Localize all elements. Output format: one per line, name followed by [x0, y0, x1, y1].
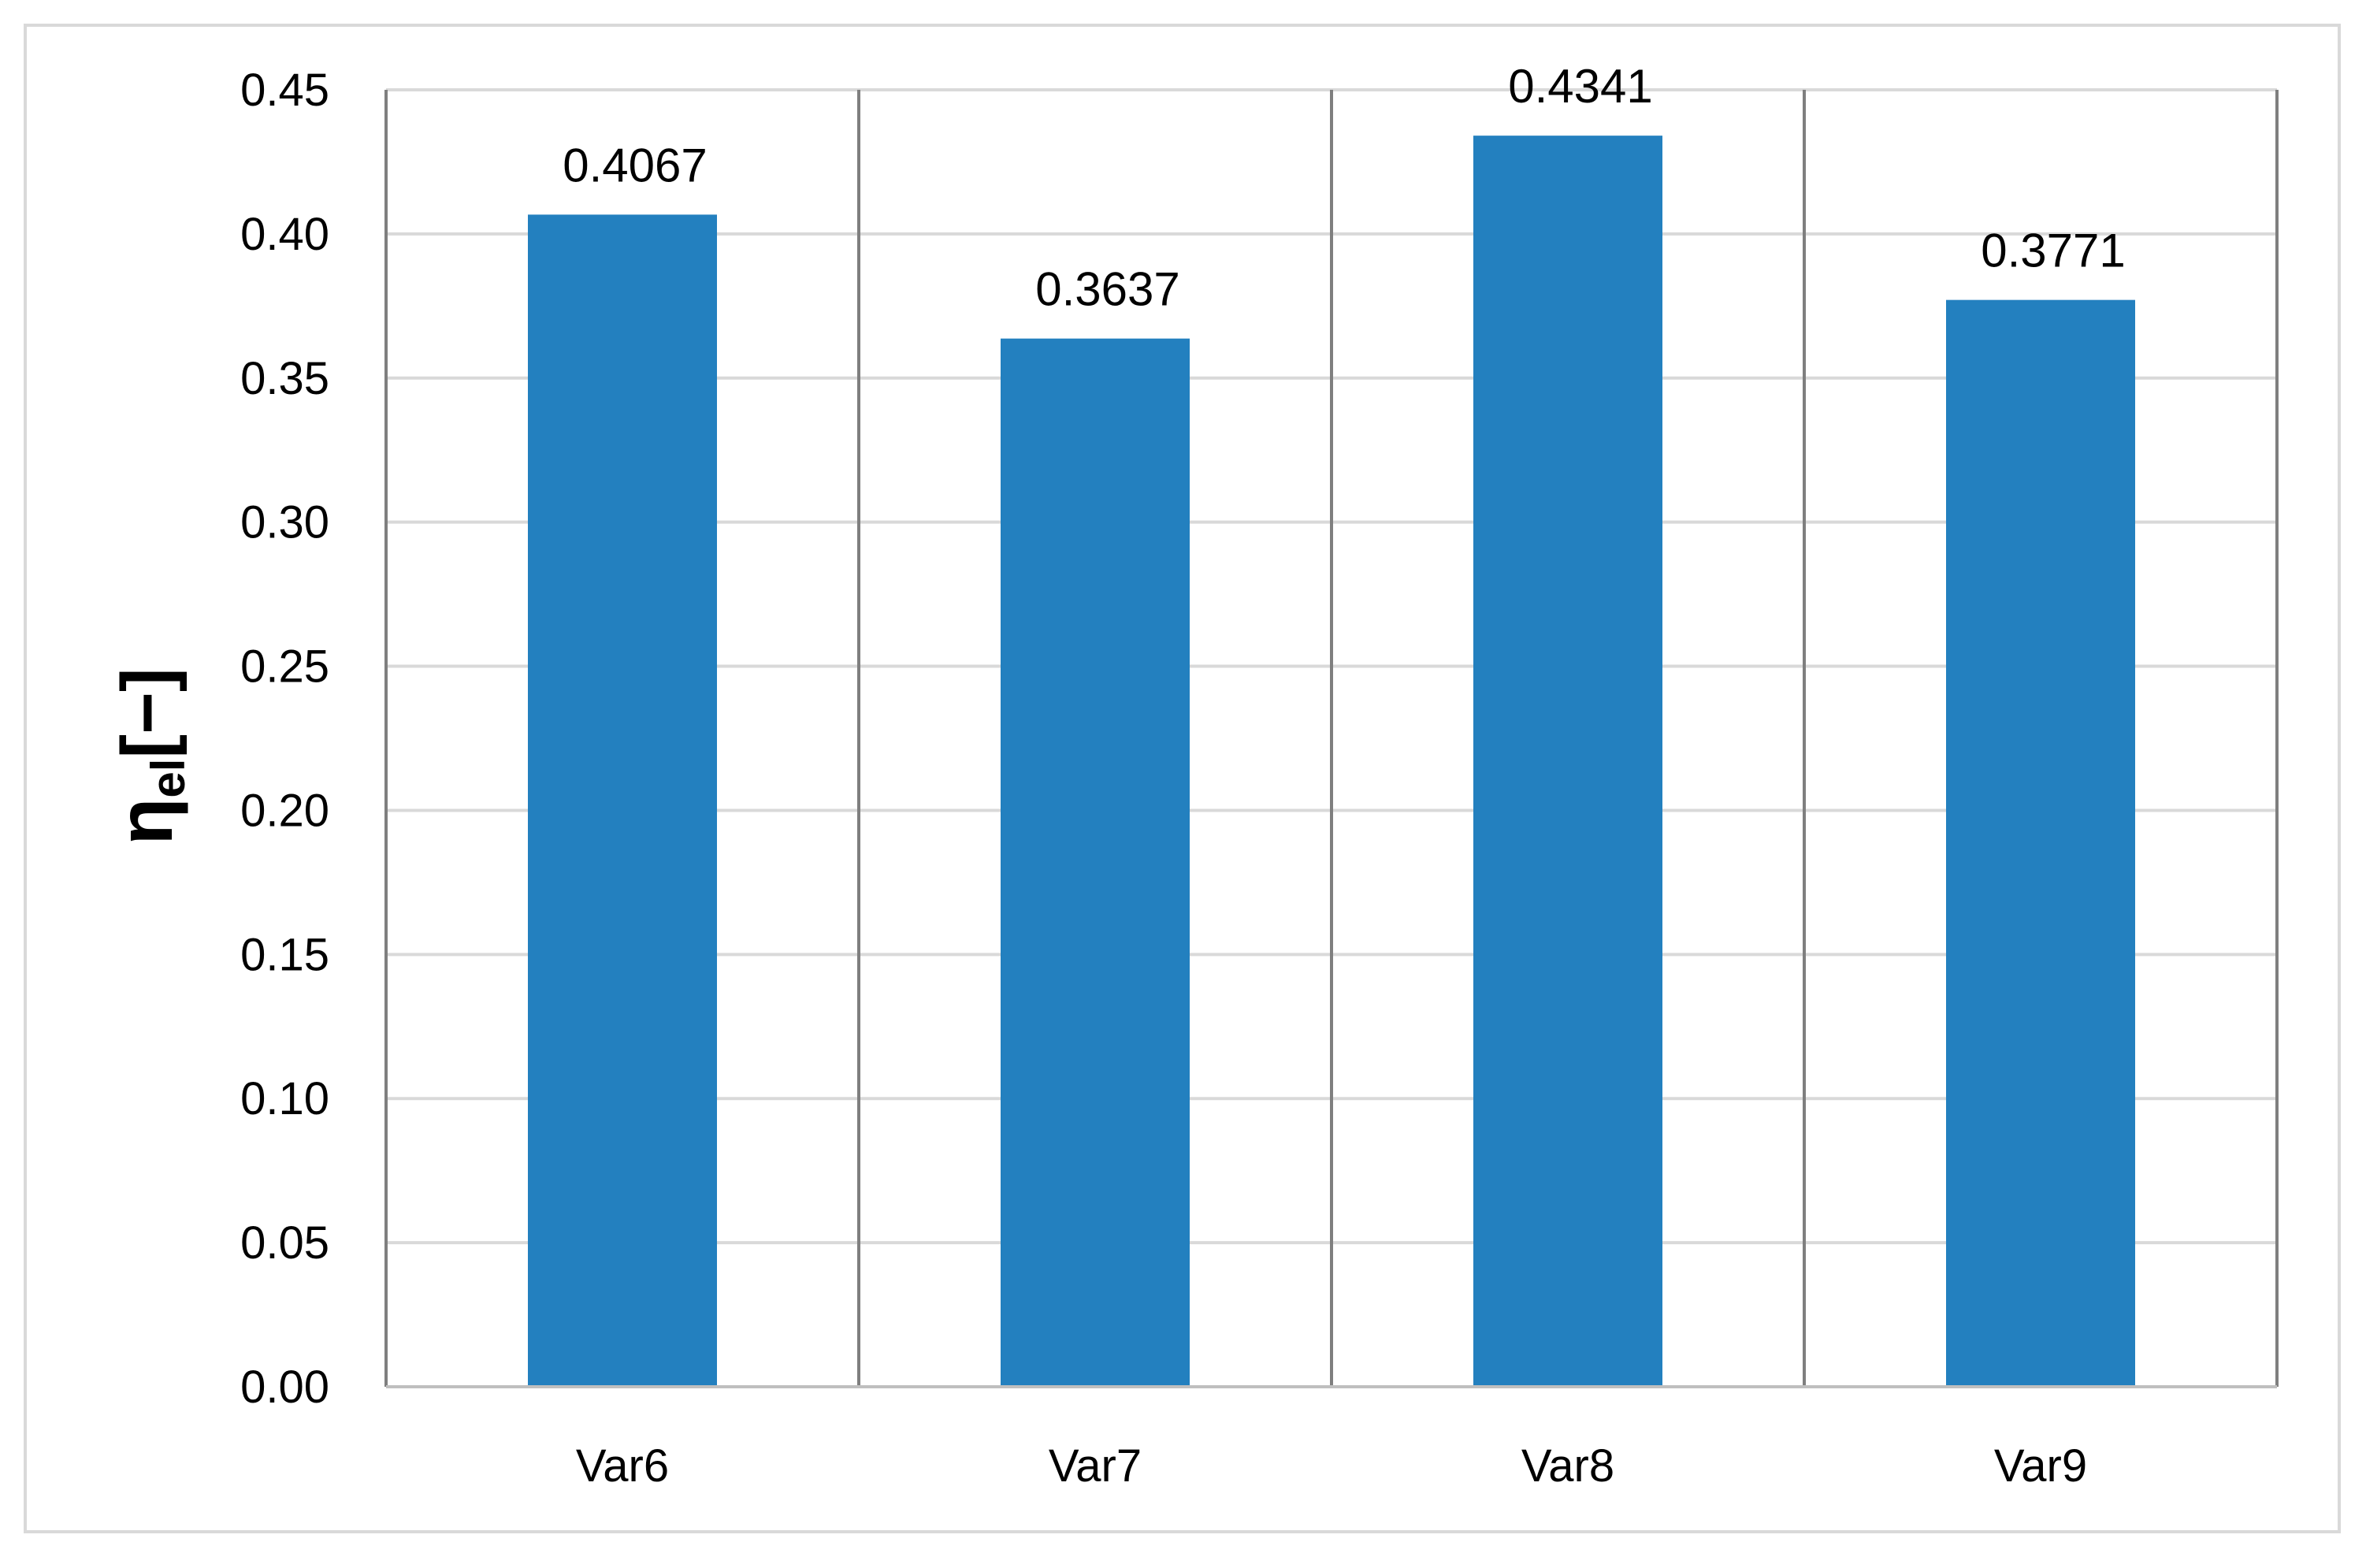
y-tick-label: 0.10	[240, 1073, 329, 1124]
x-tick-label: Var6	[576, 1440, 669, 1492]
bar-var9	[1946, 299, 2135, 1388]
y-tick-label: 0.05	[240, 1217, 329, 1269]
labels: 0.00 0.05 0.10 0.15 0.20 0.25 0.30 0.35 0.40 0.45…	[240, 60, 2126, 1492]
y-tick-label: 0.15	[240, 929, 329, 980]
bar-var6	[528, 214, 717, 1387]
y-tick-label: 0.45	[240, 65, 329, 116]
y-tick-label: 0.25	[240, 641, 329, 693]
data-label-var6: 0.4067	[563, 139, 708, 191]
y-axis-title-symbol: η	[102, 798, 188, 845]
y-tick-label: 0.00	[240, 1362, 329, 1413]
y-tick-label: 0.30	[240, 497, 329, 548]
y-axis-title: ηel[−]	[102, 668, 195, 845]
data-label-var9: 0.3771	[1981, 225, 2126, 277]
data-label-var7: 0.3637	[1035, 263, 1180, 316]
data-label-var8: 0.4341	[1508, 60, 1653, 113]
bars	[528, 136, 2135, 1388]
y-tick-label: 0.40	[240, 209, 329, 260]
y-tick-label: 0.20	[240, 785, 329, 836]
x-tick-label: Var8	[1521, 1440, 1614, 1492]
y-axis-title-subscript: el	[142, 759, 195, 798]
bar-var7	[1001, 338, 1190, 1387]
category-separators	[384, 90, 2279, 1387]
bar-var8	[1473, 136, 1662, 1387]
y-axis-title-unit: [−]	[107, 668, 188, 759]
x-tick-label: Var7	[1049, 1440, 1142, 1492]
x-tick-label: Var9	[1994, 1440, 2087, 1492]
y-tick-label: 0.35	[240, 353, 329, 404]
